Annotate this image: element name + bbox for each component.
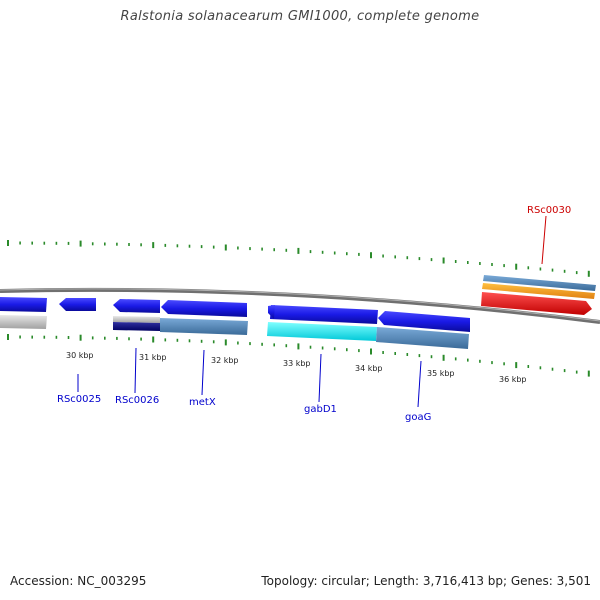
gene-label-rsc0026[interactable]: RSc0026 (115, 395, 159, 406)
genome-backbone (0, 287, 600, 324)
gabd1-gene-arrow[interactable] (270, 305, 378, 324)
metx-gene-arrow[interactable] (161, 300, 247, 317)
goag-steelblue-track (376, 327, 469, 349)
rsc0025-gene-arrow[interactable] (59, 298, 96, 311)
gene-label-rsc0030[interactable]: RSc0030 (527, 205, 571, 216)
metx-leader-line (201, 349, 205, 396)
genome-backbone-highlight (0, 288, 600, 322)
gene-arrow-left-edge[interactable] (0, 297, 47, 312)
gene-label-rsc0025[interactable]: RSc0025 (57, 394, 101, 405)
rsc0026-grey-track (113, 316, 160, 323)
kbp-label-34: 34 kbp (355, 364, 383, 373)
lower-tick-track (7, 334, 590, 377)
goag-gene-arrow[interactable] (378, 311, 470, 332)
gene-label-metx[interactable]: metX (189, 397, 216, 408)
rsc0026-gene-arrow[interactable] (113, 299, 160, 313)
rsc0030-orange-track (482, 283, 595, 299)
upper-tick-track (7, 240, 590, 277)
gabd1-cyan-track (267, 322, 377, 341)
goag-leader-line (417, 360, 422, 408)
kbp-label-33: 33 kbp (283, 359, 311, 368)
genome-summary-text: Topology: circular; Length: 3,716,413 bp… (261, 574, 591, 588)
gene-label-gabd1[interactable]: gabD1 (304, 404, 337, 415)
kbp-label-35: 35 kbp (427, 369, 455, 378)
rsc0026-navy-track (113, 322, 160, 331)
gene-label-goag[interactable]: goaG (405, 412, 431, 423)
kbp-label-36: 36 kbp (499, 375, 527, 384)
rsc0030-leader-line (541, 215, 547, 265)
kbp-label-31: 31 kbp (139, 353, 167, 362)
kbp-label-32: 32 kbp (211, 356, 239, 365)
rsc0030-steelblue-track (483, 275, 596, 291)
gabd1-gene-arrow-tip (268, 305, 275, 319)
rsc0030-gene-arrow[interactable] (481, 292, 592, 315)
metx-steelblue-track (160, 318, 248, 335)
kbp-label-30: 30 kbp (66, 351, 94, 360)
grey-track-left (0, 315, 47, 329)
accession-text: Accession: NC_003295 (10, 574, 147, 588)
rsc0026-leader-line (134, 347, 137, 394)
gabd1-leader-line (318, 353, 322, 403)
map-title: Ralstonia solanacearum GMI1000, complete… (120, 9, 480, 24)
